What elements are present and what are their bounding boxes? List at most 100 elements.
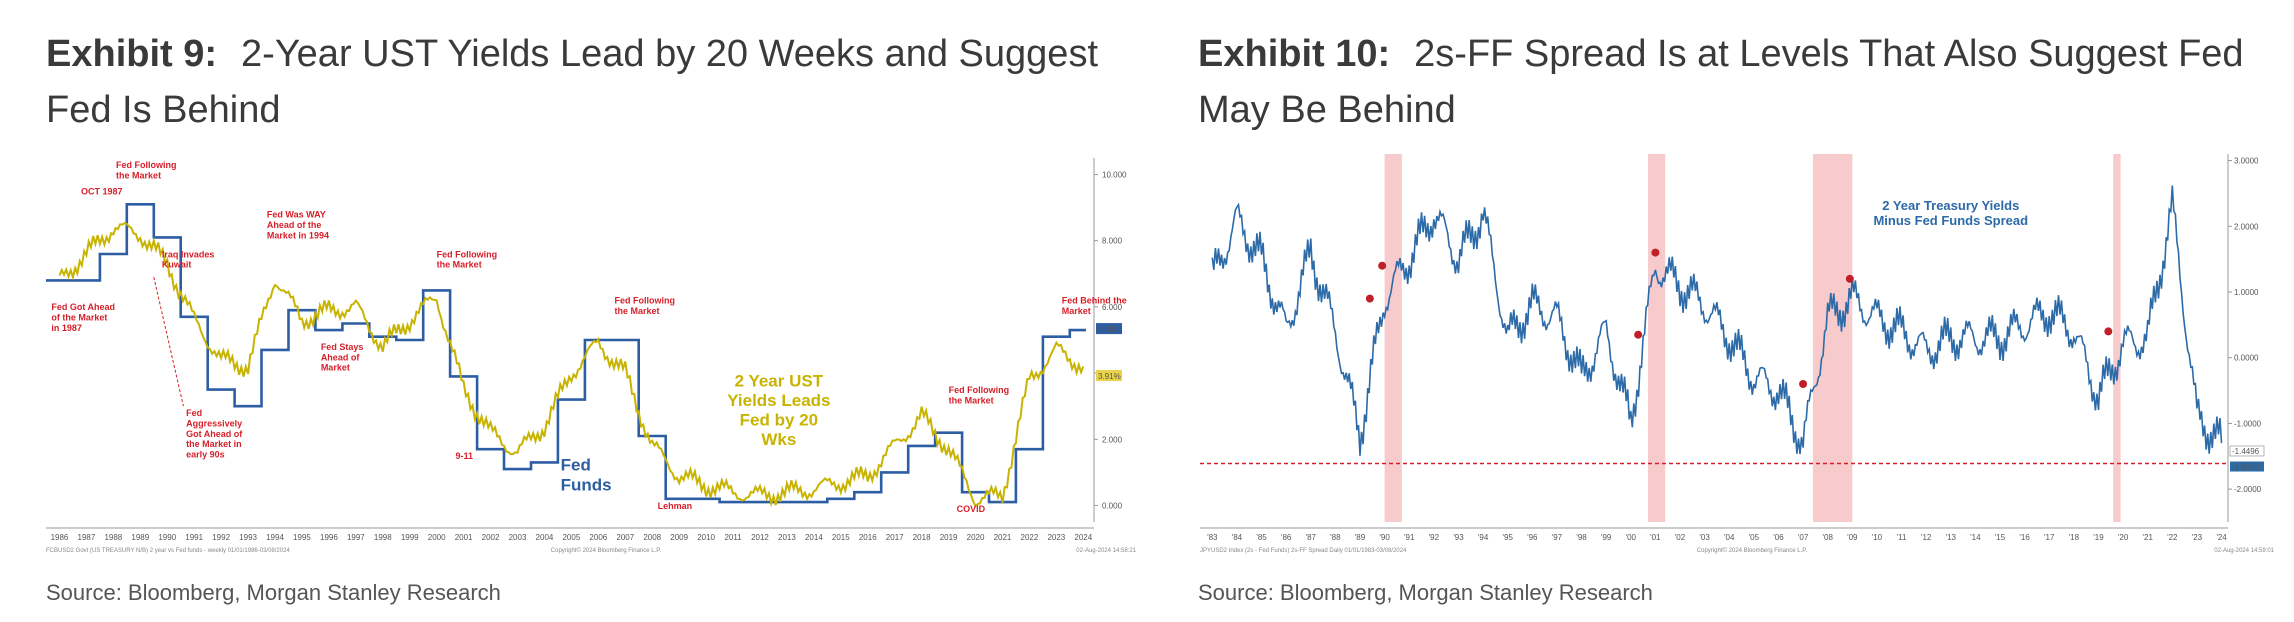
right-marker-point bbox=[1378, 261, 1387, 270]
right-marker-point bbox=[1634, 330, 1643, 339]
right-source: Source: Bloomberg, Morgan Stanley Resear… bbox=[1198, 580, 1653, 605]
left-x-tick-label: 2020 bbox=[967, 533, 985, 542]
left-annotation: Fed Following the Market bbox=[949, 385, 1010, 405]
left-end-label-bg-ust bbox=[1096, 370, 1122, 382]
right-x-tick-label: '99 bbox=[1601, 533, 1612, 542]
right-footer-copyright: Copyright© 2024 Bloomberg Finance L.P. bbox=[1697, 547, 1808, 554]
left-series-2y-ust bbox=[58, 221, 1085, 508]
right-x-tick-label: '15 bbox=[1995, 533, 2006, 542]
right-x-tick-label: '23 bbox=[2192, 533, 2203, 542]
left-x-tick-label: 1996 bbox=[320, 533, 338, 542]
right-x-tick-label: '84 bbox=[1232, 533, 1243, 542]
left-x-tick-label: 2003 bbox=[509, 533, 527, 542]
right-series-spread bbox=[1211, 185, 2223, 456]
left-x-tick-label: 1994 bbox=[266, 533, 284, 542]
left-x-tick-label: 2002 bbox=[482, 533, 500, 542]
right-x-tick-label: '89 bbox=[1355, 533, 1366, 542]
left-annotation: Fed Following the Market bbox=[437, 249, 498, 269]
right-x-tick-label: '06 bbox=[1773, 533, 1784, 542]
right-recession-band bbox=[1384, 154, 1402, 522]
left-x-tick-label: 1992 bbox=[212, 533, 230, 542]
right-x-tick-label: '03 bbox=[1699, 533, 1710, 542]
left-chart: 10.0008.0006.0004.0002.0000.000198619871… bbox=[46, 158, 1137, 554]
left-y-tick-label: 6.000 bbox=[1102, 303, 1123, 312]
left-x-tick-label: 1997 bbox=[347, 533, 365, 542]
left-annotation: Lehman bbox=[658, 501, 693, 511]
right-x-tick-label: '92 bbox=[1429, 533, 1440, 542]
left-annotation: 9-11 bbox=[456, 451, 474, 461]
right-x-tick-label: '21 bbox=[2142, 533, 2153, 542]
left-x-tick-label: 2009 bbox=[670, 533, 688, 542]
left-annotation: Fed Behind the Market bbox=[1062, 296, 1127, 316]
left-annotation: COVID bbox=[957, 504, 986, 514]
right-x-tick-label: '96 bbox=[1527, 533, 1538, 542]
left-x-tick-label: 2022 bbox=[1021, 533, 1039, 542]
left-x-tick-label: 2019 bbox=[940, 533, 958, 542]
left-x-tick-label: 2016 bbox=[859, 533, 877, 542]
right-x-tick-label: '18 bbox=[2069, 533, 2080, 542]
left-exhibit: Exhibit 9: 2-Year UST Yields Lead by 20 W… bbox=[0, 0, 1140, 622]
right-x-tick-label: '19 bbox=[2093, 533, 2104, 542]
left-footer-source: FCBUSD2 Govt (US TREASURY N/B) 2 year vs… bbox=[46, 548, 290, 554]
left-x-tick-label: 2014 bbox=[805, 533, 823, 542]
right-x-tick-label: '17 bbox=[2044, 533, 2055, 542]
left-y-tick-label: 2.000 bbox=[1102, 435, 1123, 444]
right-x-tick-label: '97 bbox=[1552, 533, 1563, 542]
right-end-label-1: -1.4496 bbox=[2232, 447, 2260, 456]
right-y-tick-label: -1.0000 bbox=[2234, 419, 2262, 428]
right-y-tick-label: -2.0000 bbox=[2234, 485, 2262, 494]
left-annotation: Iraq Invades Kuwait bbox=[162, 249, 215, 269]
left-x-tick-label: 2012 bbox=[751, 533, 769, 542]
right-x-tick-label: '94 bbox=[1478, 533, 1489, 542]
right-y-tick-label: 2.0000 bbox=[2234, 222, 2259, 231]
right-x-tick-label: '88 bbox=[1330, 533, 1341, 542]
right-marker-point bbox=[1845, 274, 1854, 283]
left-plot-area bbox=[46, 158, 1086, 522]
left-x-tick-label: 2010 bbox=[697, 533, 715, 542]
right-x-tick-label: '20 bbox=[2118, 533, 2129, 542]
left-x-tick-label: 1998 bbox=[374, 533, 392, 542]
right-plot-area bbox=[1200, 154, 2224, 522]
right-y-tick-label: 1.0000 bbox=[2234, 288, 2259, 297]
left-y-tick-label: 8.000 bbox=[1102, 237, 1123, 246]
right-x-tick-label: '24 bbox=[2216, 533, 2227, 542]
left-series-label-fed-funds: Fed Funds bbox=[561, 456, 612, 495]
right-marker-point bbox=[2104, 327, 2113, 336]
right-x-tick-label: '13 bbox=[1946, 533, 1957, 542]
right-x-tick-label: '14 bbox=[1970, 533, 1981, 542]
left-annotation-arrow bbox=[153, 277, 184, 407]
right-y-tick-label: 0.0000 bbox=[2234, 354, 2259, 363]
right-chart: 3.0000 2.0000 1.0000 0.0000 -1.0000 -2.0000 '8… bbox=[1200, 154, 2275, 554]
left-x-tick-label: 2005 bbox=[562, 533, 580, 542]
left-annotation: Fed Stays Ahead of Market bbox=[321, 342, 364, 373]
left-source: Source: Bloomberg, Morgan Stanley Resear… bbox=[46, 580, 501, 605]
left-x-tick-label: 1987 bbox=[78, 533, 96, 542]
left-exhibit-heading: 2-Year UST Yields Lead by 20 Weeks and S… bbox=[46, 33, 1098, 131]
right-x-tick-label: '93 bbox=[1453, 533, 1464, 542]
left-series-label-ust: 2 Year UST Yields Leads Fed by 20 Wks bbox=[727, 371, 830, 449]
left-end-label-bg-fed bbox=[1096, 323, 1122, 335]
left-x-tick-label: 2000 bbox=[428, 533, 446, 542]
right-x-tick-label: '05 bbox=[1749, 533, 1760, 542]
right-x-tick-label: '02 bbox=[1675, 533, 1686, 542]
left-exhibit-label: Exhibit 9: bbox=[46, 33, 218, 75]
right-x-tick-label: '86 bbox=[1281, 533, 1292, 542]
right-x-tick-label: '08 bbox=[1822, 533, 1833, 542]
left-annotation: Fed Was WAY Ahead of the Market in 1994 bbox=[267, 210, 329, 241]
left-x-tick-label: 2011 bbox=[724, 533, 742, 542]
right-x-tick-label: '09 bbox=[1847, 533, 1858, 542]
right-x-tick-label: '07 bbox=[1798, 533, 1809, 542]
right-x-tick-label: '90 bbox=[1379, 533, 1390, 542]
right-x-tick-label: '22 bbox=[2167, 533, 2178, 542]
right-end-label-bg-1 bbox=[2229, 445, 2265, 457]
right-x-tick-label: '01 bbox=[1650, 533, 1661, 542]
right-end-label-2: -1.6100 bbox=[2232, 463, 2260, 472]
right-exhibit-heading: 2s-FF Spread Is at Levels That Also Sugg… bbox=[1198, 33, 2244, 131]
left-annotation: OCT 1987 bbox=[81, 186, 123, 196]
left-x-tick-label: 2008 bbox=[643, 533, 661, 542]
right-x-tick-label: '04 bbox=[1724, 533, 1735, 542]
right-x-tick-label: '85 bbox=[1256, 533, 1267, 542]
left-series-fed-funds bbox=[46, 203, 1086, 504]
left-x-tick-label: 2023 bbox=[1047, 533, 1065, 542]
right-x-tick-label: '98 bbox=[1576, 533, 1587, 542]
